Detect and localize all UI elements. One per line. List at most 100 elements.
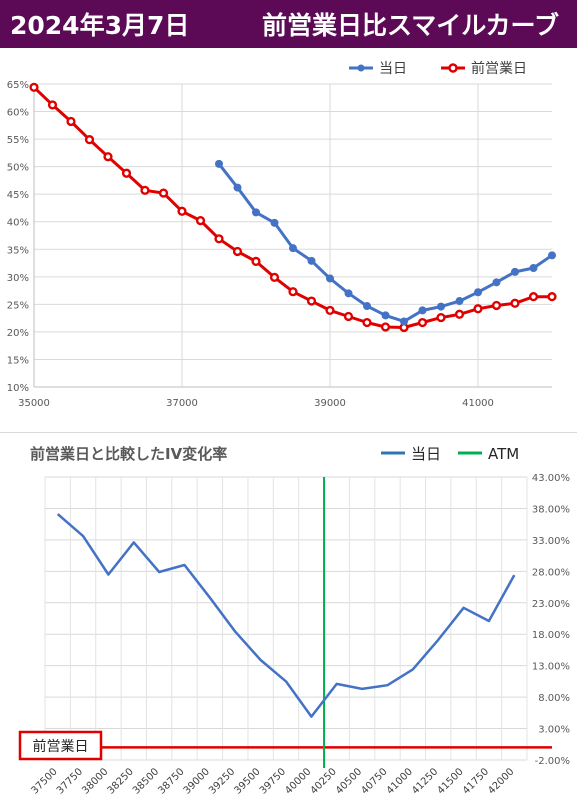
data-point-today [474, 288, 482, 297]
data-point-prev-day [306, 296, 317, 306]
chart1-x-tick-label: 41000 [462, 398, 494, 409]
chart1-x-tick-label: 37000 [166, 398, 198, 409]
data-point-prev-day [195, 216, 206, 226]
chart2-y-tick-label: 43.00% [532, 473, 570, 484]
data-point-today [326, 274, 334, 283]
chart2-y-tick-label: 18.00% [532, 630, 570, 641]
data-point-today [215, 159, 223, 168]
data-point-today [511, 267, 519, 276]
chart2-y-tick-label: 33.00% [532, 536, 570, 547]
data-point-prev-day [269, 272, 280, 282]
chart2-x-tick-label: 39500 [232, 766, 262, 796]
chart2-y-tick-label: 23.00% [532, 599, 570, 610]
data-point-today [492, 278, 501, 287]
chart1-x-tick-label: 35000 [18, 398, 50, 409]
chart2-y-tick-label: 13.00% [532, 662, 570, 673]
header-title: 前営業日比スマイルカーブ [261, 11, 559, 40]
data-point-prev-day [491, 300, 502, 311]
data-point-prev-day [232, 246, 243, 257]
chart2-gridlines [44, 476, 528, 761]
baseline-label-frame [18, 730, 103, 761]
data-point-today [307, 256, 316, 265]
data-point-today [363, 302, 371, 311]
chart1-y-tick-label: 60% [7, 108, 29, 119]
data-point-today [437, 302, 445, 311]
data-point-prev-day [288, 287, 298, 297]
chart1-x-tick-label: 39000 [314, 398, 346, 409]
chart2-x-tick-label: 41250 [410, 766, 440, 796]
chart1-y-tick-label: 25% [7, 300, 29, 311]
legend-label-atm: ATM [488, 445, 519, 463]
data-point-prev-day [158, 188, 169, 198]
chart2-title: 前営業日と比較したIV変化率 [30, 445, 227, 463]
data-point-prev-day [47, 100, 58, 110]
data-point-today [344, 289, 353, 298]
chart1-y-tick-label: 35% [7, 245, 29, 256]
data-point-prev-day [84, 135, 95, 145]
data-point-today [289, 244, 297, 253]
chart2-x-tick-label: 40250 [309, 766, 339, 796]
chart2-x-tick-label: 40500 [334, 766, 364, 796]
data-point-prev-day [343, 311, 354, 322]
baseline-label-box: 前営業日 [18, 730, 103, 761]
chart2-x-tick-label: 42000 [486, 766, 516, 796]
chart1-y-tick-label: 65% [7, 80, 29, 91]
chart1-legend: 当日 前営業日 [349, 60, 527, 77]
data-point-prev-day [528, 292, 539, 302]
data-point-prev-day [473, 304, 483, 314]
data-point-prev-day [417, 317, 428, 328]
chart1-y-tick-label: 55% [7, 135, 29, 146]
chart2-x-tick-label: 40750 [359, 766, 389, 796]
data-point-prev-day [103, 152, 113, 162]
chart2-x-tick-label: 41500 [435, 766, 465, 796]
chart2-x-tick-label: 38750 [156, 766, 186, 796]
data-point-prev-day [29, 82, 39, 92]
chart1-y-tick-label: 20% [7, 328, 29, 339]
chart1-series [29, 82, 557, 333]
data-point-today [529, 264, 538, 273]
data-point-prev-day [325, 305, 335, 316]
chart2-y-tick-label: 28.00% [532, 567, 570, 578]
data-point-today [418, 306, 427, 315]
chart1-y-tick-label: 15% [7, 355, 29, 366]
chart2-x-tick-label: 38000 [80, 766, 110, 796]
chart2-y-tick-label: 38.00% [532, 504, 570, 515]
legend-label-today: 当日 [411, 445, 441, 463]
series-line-today [56, 513, 516, 718]
data-point-today [381, 311, 390, 320]
data-point-prev-day [510, 298, 520, 308]
data-point-prev-day [251, 256, 261, 266]
data-point-prev-day [177, 206, 187, 216]
header-date: 2024年3月7日 [10, 11, 190, 40]
chart1-y-tick-label: 10% [7, 383, 29, 394]
data-point-prev-day [380, 322, 391, 332]
chart2-y-tick-label: -2.00% [535, 756, 570, 767]
data-point-prev-day [214, 234, 224, 244]
chart2-x-tick-label: 37750 [55, 766, 85, 796]
legend-marker-today [357, 64, 365, 72]
data-point-prev-day [454, 309, 465, 319]
chart1-gridlines [33, 83, 552, 388]
chart1-y-tick-label: 40% [7, 218, 29, 229]
chart1-y-tick-label: 30% [7, 273, 29, 284]
chart2-legend: 当日 ATM [381, 445, 519, 463]
chart1-y-tick-label: 45% [7, 190, 29, 201]
chart2-y-tick-label: 3.00% [538, 725, 570, 736]
chart2-x-tick-label: 41000 [385, 766, 415, 796]
data-point-prev-day [121, 168, 132, 178]
chart1-y-tick-label: 50% [7, 163, 29, 174]
data-point-today [400, 317, 408, 326]
data-point-prev-day [436, 312, 446, 323]
legend-label-prev-day: 前営業日 [471, 60, 527, 77]
chart2-y-tick-label: 8.00% [538, 693, 570, 704]
data-point-today [233, 183, 242, 192]
legend-label-today: 当日 [379, 61, 407, 77]
chart2-x-tick-label: 40000 [283, 766, 313, 796]
data-point-today [270, 218, 279, 227]
smile-curve-chart: 10% 15% 20% 25% 30% 35% 40% 45% 50% 55% 60% 65% 3500… [7, 60, 557, 409]
data-point-today [455, 297, 464, 306]
iv-change-chart: 前営業日と比較したIV変化率 -2.00% 3.00% 8.00% 13.00% 18.… [0, 432, 577, 797]
chart2-x-tick-label: 41750 [461, 766, 491, 796]
data-point-prev-day [66, 116, 76, 127]
data-point-prev-day [547, 292, 557, 302]
